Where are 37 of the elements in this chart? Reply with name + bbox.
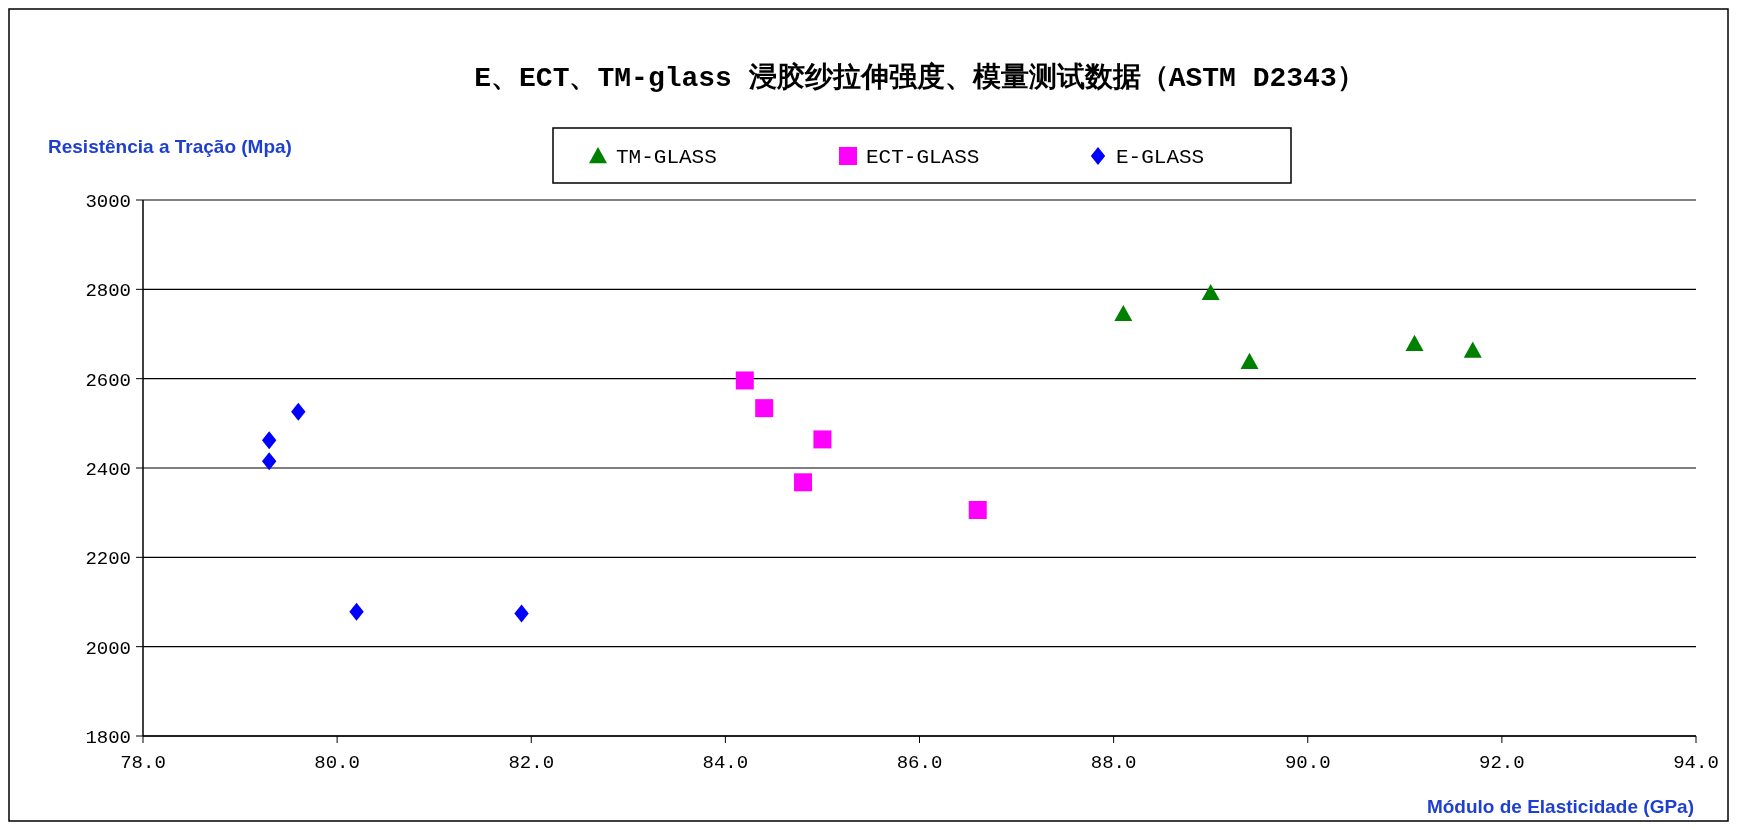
x-tick-label: 88.0 — [1090, 752, 1137, 774]
legend-label: E-GLASS — [1116, 146, 1205, 169]
point — [1201, 283, 1220, 301]
x-tick-label: 80.0 — [314, 752, 360, 774]
legend-label: TM-GLASS — [616, 146, 717, 169]
point — [261, 452, 277, 471]
y-axis-title: Resistência a Tração (Mpa) — [48, 136, 292, 157]
chart-title: E、ECT、TM-glass 浸胶纱拉伸强度、模量测试数据（ASTM D2343） — [474, 61, 1365, 94]
point — [291, 402, 306, 421]
y-tick-label: 2400 — [85, 459, 131, 481]
y-tick-label: 3000 — [85, 191, 131, 213]
x-tick-label: 92.0 — [1479, 752, 1525, 774]
point — [755, 399, 774, 418]
x-axis-title: Módulo de Elasticidade (GPa) — [1426, 796, 1694, 817]
point — [1240, 352, 1259, 369]
point — [968, 500, 987, 519]
x-tick-label: 84.0 — [702, 752, 749, 774]
point — [514, 604, 529, 623]
y-tick-label: 1800 — [85, 727, 131, 749]
x-tick-label: 86.0 — [896, 752, 943, 774]
x-tick-label: 78.0 — [120, 752, 166, 774]
point — [349, 602, 364, 621]
y-tick-label: 2800 — [85, 280, 131, 303]
x-tick-label: 90.0 — [1284, 752, 1331, 774]
point — [1463, 341, 1482, 358]
legend-label: ECT-GLASS — [866, 146, 980, 169]
y-tick-label: 2600 — [85, 369, 131, 392]
point — [735, 371, 754, 390]
y-tick-label: 2000 — [85, 637, 131, 660]
point — [1405, 334, 1424, 352]
point — [261, 431, 277, 450]
y-tick-label: 2200 — [85, 548, 131, 571]
point — [1114, 304, 1133, 322]
x-tick-label: 82.0 — [508, 752, 555, 774]
point — [794, 473, 813, 492]
x-tick-label: 94.0 — [1673, 752, 1719, 774]
point — [813, 430, 832, 449]
